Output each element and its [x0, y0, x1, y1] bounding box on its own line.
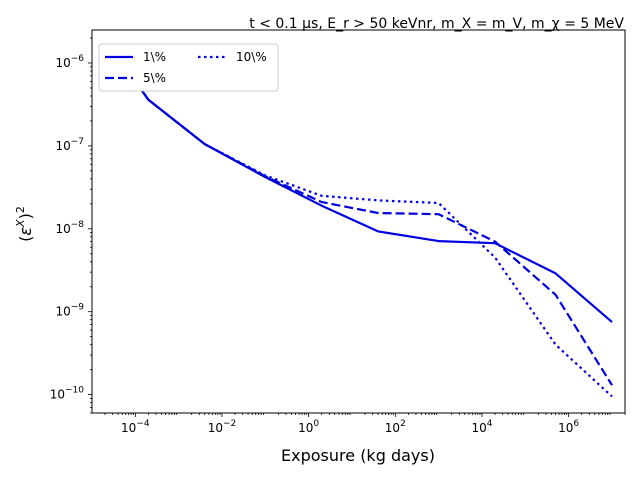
legend-box: [98, 43, 279, 92]
x-tick-label: 100: [298, 419, 319, 435]
y-tick-label: 10−8: [55, 220, 84, 236]
series-line-1: [117, 62, 613, 323]
legend-label-3: 10\%: [236, 50, 267, 64]
series-line-3: [117, 62, 613, 398]
x-axis-ticks: 10−4 10−2 100 102 104 106: [104, 413, 626, 435]
y-tick-label: 10−9: [55, 303, 84, 319]
x-tick-label: 10−2: [208, 419, 237, 435]
legend-label-2: 5\%: [143, 71, 166, 85]
x-tick-label: 102: [385, 419, 406, 435]
chart-title: t < 0.1 μs, E_r > 50 keVnr, m_X = m_V, m…: [249, 16, 624, 32]
y-tick-label: 10−10: [50, 386, 85, 402]
plot-area: [117, 62, 613, 398]
y-axis-label: (εX)2: [14, 206, 35, 242]
plot-frame: [91, 29, 626, 414]
y-axis-ticks: 10−10 10−9 10−8 10−7 10−6: [50, 37, 92, 414]
x-tick-label: 10−4: [121, 419, 150, 435]
y-tick-label: 10−6: [55, 54, 84, 70]
x-tick-label: 104: [471, 419, 492, 435]
x-tick-label: 106: [558, 419, 579, 435]
series-line-2: [117, 62, 613, 386]
legend-label-1: 1\%: [143, 50, 166, 64]
legend: 1\% 5\% 10\%: [98, 43, 279, 92]
x-axis-label: Exposure (kg days): [281, 446, 435, 465]
y-tick-label: 10−7: [55, 137, 84, 153]
